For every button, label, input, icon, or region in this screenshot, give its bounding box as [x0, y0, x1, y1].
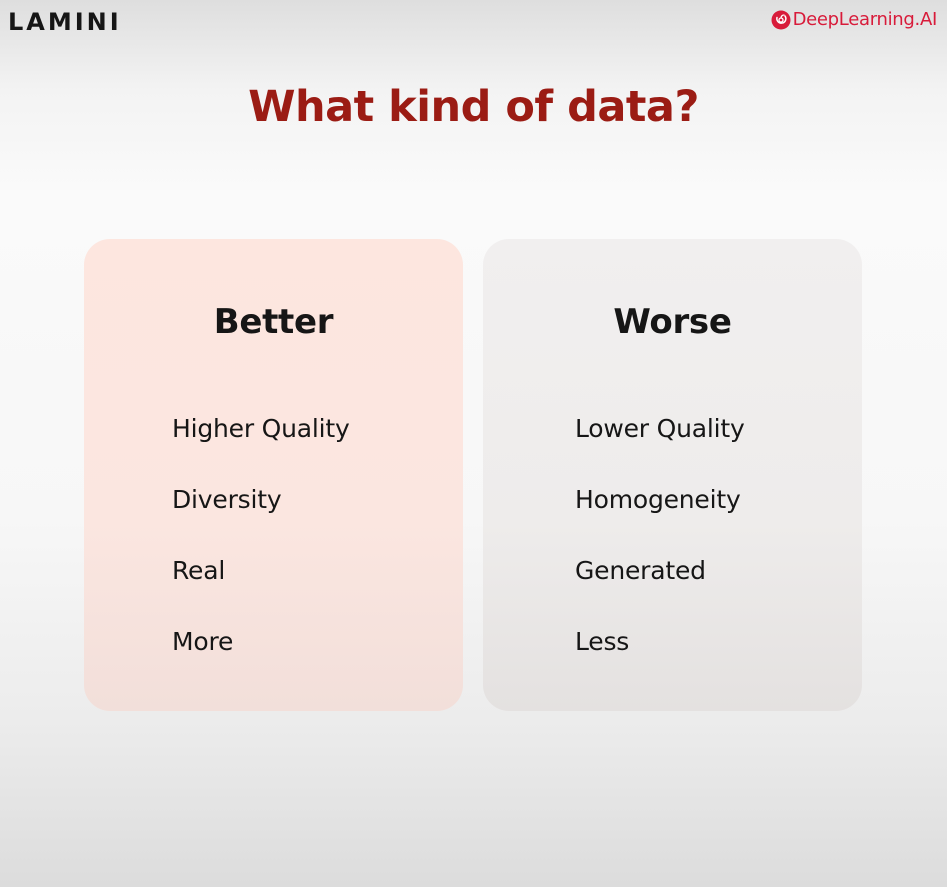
- better-list: Higher Quality Diversity Real More: [172, 393, 350, 677]
- slide-title: What kind of data?: [248, 82, 699, 132]
- better-item-real: Real: [172, 556, 226, 585]
- better-item-diversity: Diversity: [172, 485, 282, 514]
- worse-item-less: Less: [575, 627, 630, 656]
- worse-card: Worse Lower Quality Homogeneity Generate…: [483, 239, 862, 711]
- worse-heading: Worse: [613, 302, 732, 342]
- deeplearning-ai-wordmark: DeepLearning.AI: [792, 9, 938, 30]
- better-item-more: More: [172, 627, 234, 656]
- deeplearning-ai-mark-icon: [771, 10, 791, 30]
- worse-item-homogeneity: Homogeneity: [575, 485, 741, 514]
- better-card: Better Higher Quality Diversity Real Mor…: [84, 239, 463, 711]
- worse-item-generated: Generated: [575, 556, 706, 585]
- deeplearning-ai-logo: DeepLearning.AI: [771, 9, 937, 30]
- lamini-logo: LAMINI: [8, 8, 122, 36]
- better-item-higher-quality: Higher Quality: [172, 414, 350, 443]
- better-heading: Better: [213, 302, 334, 342]
- worse-list: Lower Quality Homogeneity Generated Less: [575, 393, 745, 677]
- worse-item-lower-quality: Lower Quality: [575, 414, 745, 443]
